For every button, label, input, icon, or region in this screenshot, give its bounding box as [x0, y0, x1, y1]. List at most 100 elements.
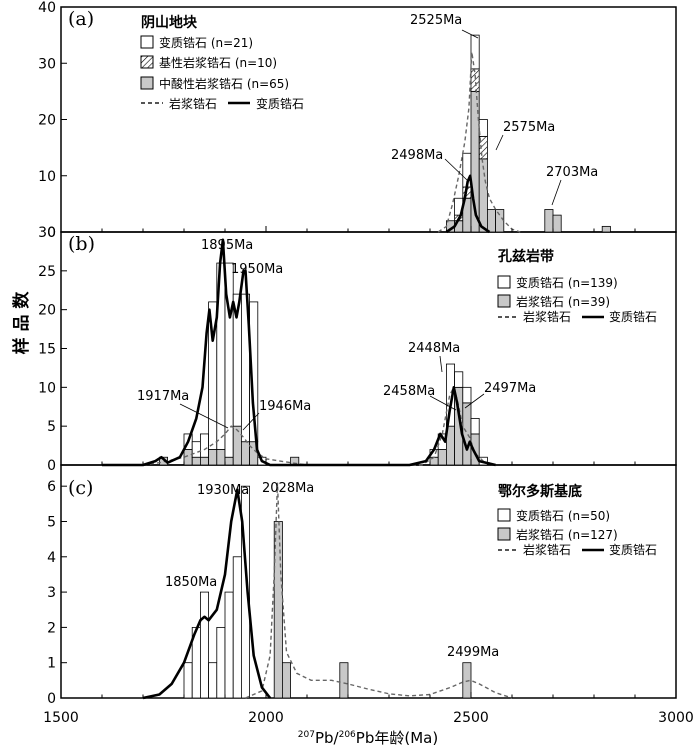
curve-a-metamorphic: [445, 174, 491, 234]
ytick-label-b-20: 20: [38, 303, 56, 319]
panel-b-region: 孔兹岩带: [498, 248, 554, 265]
panel-a-region: 阴山地块: [141, 14, 198, 31]
legend-c-mag-label: 岩浆锆石 (n=127): [516, 527, 618, 542]
x-title-sup-207: 207: [298, 730, 315, 740]
annot-2028: 2028Ma: [262, 481, 314, 496]
ytick-label-c-6: 6: [47, 479, 56, 495]
bar-b-1880-mag: [216, 449, 226, 466]
annot-2525: 2525Ma: [410, 13, 462, 28]
ytick-label-b-0: 0: [47, 458, 56, 474]
legend-a-inter-label: 中酸性岩浆锆石 (n=65): [159, 76, 289, 91]
annot-2497: 2497Ma: [484, 381, 536, 396]
panel-a-plot: 0 10 20 30 40: [38, 0, 636, 241]
legend-c-mag-line-label: 岩浆锆石: [523, 542, 571, 557]
panel-b-plot: 0 5 10 15 20 25 30: [38, 225, 636, 474]
bar-a-2560-inter: [495, 209, 505, 233]
bar-a-2500-basic: [470, 68, 480, 92]
bar-b-2420-mag: [437, 449, 447, 466]
xtick-label-2000: 2000: [248, 710, 284, 726]
annot-1917-leader: [179, 403, 229, 429]
panel-b-legend: 孔兹岩带 变质锆石 (n=139) 岩浆锆石 (n=39) 岩浆锆石 变质锆石: [497, 248, 657, 324]
ytick-label-c-1: 1: [47, 656, 56, 672]
bar-a-2680-inter: [544, 209, 554, 233]
annot-2498: 2498Ma: [391, 148, 443, 163]
bar-b-1860-mag: [208, 449, 218, 466]
ytick-label-b-30: 30: [38, 225, 56, 241]
annot-2703: 2703Ma: [546, 165, 598, 180]
xtick-label-1500: 1500: [43, 710, 79, 726]
bar-c-1800-met: [183, 662, 193, 699]
annot-2525-leader: [461, 29, 479, 39]
xtick-label-2500: 2500: [453, 710, 489, 726]
bar-b-1820-met: [191, 441, 201, 458]
panel-c-frame: [60, 464, 677, 699]
legend-a-basic-swatch: [140, 55, 154, 69]
panel-c-annotations: 1850Ma 1930Ma 2028Ma 2499Ma: [165, 481, 499, 660]
annot-2448-leader: [439, 355, 443, 373]
panel-b-tag: (b): [68, 233, 95, 255]
legend-c-mag-swatch: [497, 527, 511, 541]
annot-2458-leader: [429, 395, 457, 411]
annot-2498-leader: [444, 158, 468, 181]
legend-a-met-label: 变质锆石 (n=21): [159, 35, 253, 50]
panel-a-annotations: 2525Ma 2575Ma 2498Ma 2703Ma: [391, 13, 598, 206]
bar-c-1880-met: [216, 626, 226, 699]
panel-b-annotations: 1895Ma 1950Ma 1917Ma 1946Ma 2448Ma 2458M…: [137, 238, 536, 431]
bar-b-2480-met: [462, 386, 472, 404]
bar-c-1920-met: [232, 556, 242, 699]
bar-a-2700-inter: [552, 214, 562, 233]
curve-b-metamorphic: [102, 238, 496, 467]
x-title-sup-206: 206: [339, 730, 356, 740]
bar-b-1840-mag: [199, 456, 209, 466]
bar-a-2500-met: [470, 34, 480, 70]
annot-1946: 1946Ma: [259, 399, 311, 414]
ytick-label-c-5: 5: [47, 514, 56, 530]
bar-c-2480-mag: [462, 662, 472, 699]
panel-c-legend: 鄂尔多斯基底 变质锆石 (n=50) 岩浆锆石 (n=127) 岩浆锆石 变质锆…: [497, 483, 657, 557]
curve-c-magmatic: [245, 482, 513, 699]
legend-a-met-swatch: [140, 35, 154, 49]
bar-a-2520-inter: [478, 158, 488, 233]
legend-a-mag-label: 岩浆锆石: [169, 96, 217, 111]
panel-a-tag: (a): [68, 8, 94, 30]
ytick-label-a-10: 10: [38, 169, 56, 185]
bar-b-2460-met: [454, 371, 464, 388]
annot-2575-leader: [495, 134, 504, 151]
legend-c-met-swatch: [497, 508, 511, 522]
legend-a-inter-swatch: [140, 76, 154, 90]
legend-a-metline-label: 变质锆石: [256, 96, 304, 111]
bar-a-2540-inter: [486, 209, 496, 233]
bar-c-2180-mag: [339, 662, 349, 699]
annot-2499: 2499Ma: [447, 645, 499, 660]
annot-1850: 1850Ma: [165, 575, 217, 590]
ytick-label-b-15: 15: [38, 342, 56, 358]
annot-1946-leader: [242, 412, 260, 431]
curve-b-magmatic: [142, 385, 496, 466]
curve-c-metamorphic: [142, 488, 272, 700]
bar-c-2020-mag: [273, 521, 283, 699]
bar-c-2040-mag: [281, 662, 291, 699]
annot-1895: 1895Ma: [201, 238, 253, 253]
legend-b-mag-line-label: 岩浆锆石: [523, 309, 571, 324]
bar-c-1840-met: [199, 591, 209, 699]
annot-2575: 2575Ma: [503, 120, 555, 135]
legend-b-met-swatch: [497, 275, 511, 289]
annot-1950: 1950Ma: [231, 262, 283, 277]
panel-c-region: 鄂尔多斯基底: [498, 483, 582, 500]
x-title-pb1: Pb/: [315, 729, 340, 747]
bar-c-1860-met: [208, 662, 218, 699]
annot-2448: 2448Ma: [408, 341, 460, 356]
legend-c-metline-label: 变质锆石: [609, 542, 657, 557]
ytick-label-a-30: 30: [38, 56, 56, 72]
ytick-label-c-0: 0: [47, 691, 56, 707]
panel-a-legend: 阴山地块 变质锆石 (n=21) 基性岩浆锆石 (n=10) 中酸性岩浆锆石 (…: [140, 14, 304, 111]
panel-c-tag: (c): [68, 477, 93, 499]
ytick-label-b-10: 10: [38, 380, 56, 396]
x-title-rest: Pb年龄(Ma): [356, 729, 438, 747]
ytick-label-c-4: 4: [47, 550, 56, 566]
bar-a-2820-inter: [601, 225, 611, 233]
annot-2497-leader: [464, 393, 485, 409]
ytick-label-c-2: 2: [47, 620, 56, 636]
bar-c-1900-met: [224, 591, 234, 699]
